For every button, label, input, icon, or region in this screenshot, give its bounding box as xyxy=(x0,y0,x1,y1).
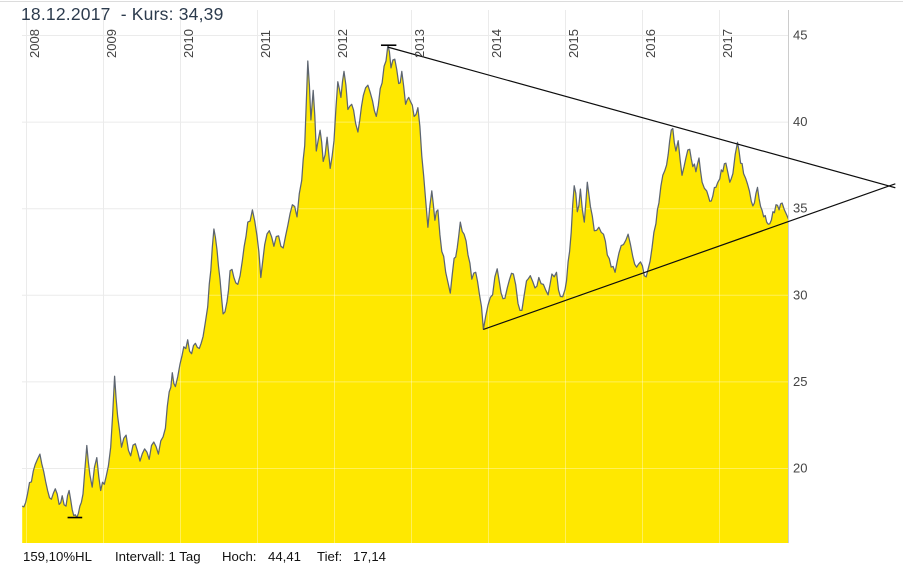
y-axis-value-label: 20 xyxy=(793,461,807,476)
x-axis-year-label: 2016 xyxy=(643,29,658,58)
y-axis-value-label: 25 xyxy=(793,374,807,389)
x-axis-year-label: 2014 xyxy=(489,29,504,58)
price-line xyxy=(21,44,789,519)
x-axis-year-label: 2011 xyxy=(258,30,273,58)
x-axis-year-label: 2015 xyxy=(566,29,581,58)
low-label: Tief: xyxy=(317,549,343,564)
y-axis-value-label: 35 xyxy=(793,201,807,216)
y-axis-value-label: 40 xyxy=(793,114,807,129)
y-axis-value-label: 45 xyxy=(793,28,807,43)
x-axis-year-label: 2013 xyxy=(412,29,427,58)
x-axis-year-label: 2009 xyxy=(104,29,119,58)
range-percent-label: 159,10%HL xyxy=(23,549,92,564)
trendline-upper[interactable] xyxy=(387,46,896,189)
interval-label: Intervall: 1 Tag xyxy=(115,549,201,564)
low-value: 17,14 xyxy=(353,549,387,564)
x-axis-year-label: 2008 xyxy=(27,29,42,58)
x-axis-year-label: 2017 xyxy=(720,29,735,58)
x-axis-year-label: 2012 xyxy=(335,29,350,58)
high-value: 44,41 xyxy=(268,549,302,564)
high-label: Hoch: xyxy=(222,549,257,564)
chart-title: 18.12.2017 - Kurs: 34,39 xyxy=(21,4,224,24)
status-bar: 159,10%HL Intervall: 1 Tag Hoch: 44,41 T… xyxy=(0,546,903,570)
y-axis-value-label: 30 xyxy=(793,287,807,302)
trendline-lower[interactable] xyxy=(483,183,896,331)
x-axis-year-label: 2010 xyxy=(181,29,196,58)
price-area-fill xyxy=(22,45,789,543)
